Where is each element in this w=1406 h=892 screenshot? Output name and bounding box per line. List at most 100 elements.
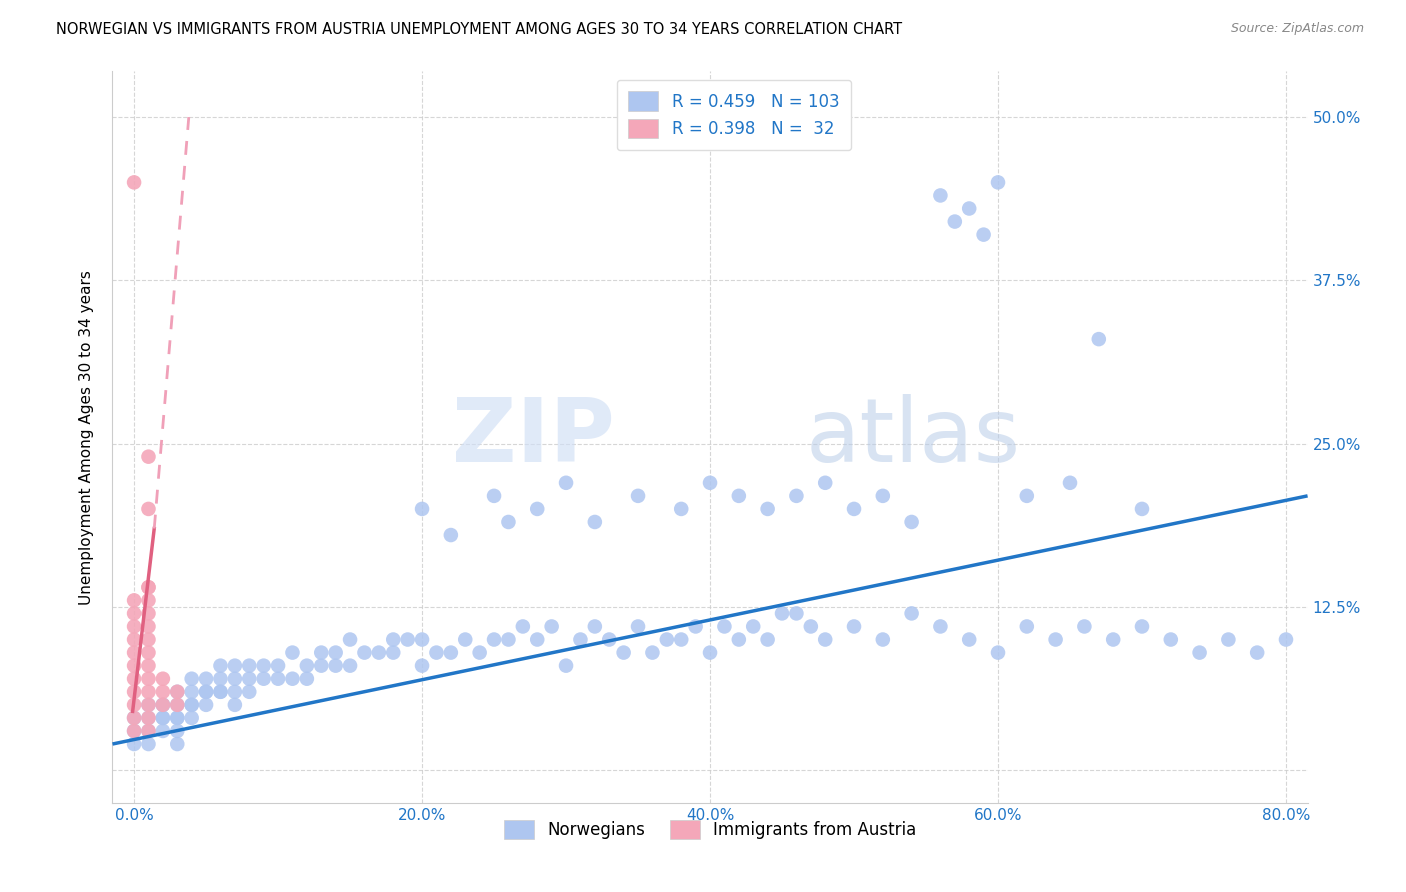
Point [152,711,174,725]
Point [325,646,347,660]
Point [195,685,218,699]
Point [253,658,276,673]
Point [166,698,188,712]
Point [555,475,578,490]
Point [339,632,361,647]
Point [814,632,837,647]
Point [482,632,505,647]
Point [943,214,966,228]
Point [655,632,678,647]
Point [671,632,693,647]
Point [152,711,174,725]
Point [122,593,145,607]
Point [152,723,174,738]
Point [1102,632,1125,647]
Point [929,188,952,202]
Point [152,698,174,712]
Point [138,593,160,607]
Point [166,685,188,699]
Point [209,685,232,699]
Point [526,632,548,647]
Point [641,646,664,660]
Point [138,698,160,712]
Point [122,672,145,686]
Point [1015,619,1038,633]
Point [122,607,145,621]
Text: NORWEGIAN VS IMMIGRANTS FROM AUSTRIA UNEMPLOYMENT AMONG AGES 30 TO 34 YEARS CORR: NORWEGIAN VS IMMIGRANTS FROM AUSTRIA UNE… [56,22,903,37]
Point [900,607,922,621]
Point [872,632,894,647]
Point [699,475,721,490]
Point [756,632,779,647]
Point [138,619,160,633]
Point [138,632,160,647]
Point [224,685,246,699]
Point [122,658,145,673]
Point [1275,632,1298,647]
Point [627,489,650,503]
Point [685,619,707,633]
Point [900,515,922,529]
Point [166,685,188,699]
Point [569,632,592,647]
Point [295,658,318,673]
Point [814,475,837,490]
Point [540,619,562,633]
Point [281,646,304,660]
Point [1088,332,1111,346]
Point [987,175,1010,189]
Point [138,723,160,738]
Point [122,737,145,751]
Point [122,723,145,738]
Point [122,711,145,725]
Point [1246,646,1268,660]
Point [411,658,433,673]
Point [555,658,578,673]
Point [353,646,375,660]
Point [498,515,520,529]
Point [238,658,260,673]
Point [727,632,749,647]
Point [957,202,980,216]
Point [671,502,693,516]
Text: Source: ZipAtlas.com: Source: ZipAtlas.com [1230,22,1364,36]
Point [598,632,620,647]
Point [180,685,202,699]
Point [440,646,463,660]
Point [253,672,276,686]
Point [411,502,433,516]
Point [152,698,174,712]
Point [842,619,865,633]
Point [180,698,202,712]
Point [842,502,865,516]
Point [339,658,361,673]
Point [152,685,174,699]
Point [138,646,160,660]
Point [498,632,520,647]
Point [166,711,188,725]
Point [209,685,232,699]
Point [699,646,721,660]
Point [742,619,765,633]
Point [180,672,202,686]
Point [138,711,160,725]
Point [1188,646,1211,660]
Point [138,698,160,712]
Point [138,737,160,751]
Point [512,619,534,633]
Legend: Norwegians, Immigrants from Austria: Norwegians, Immigrants from Austria [496,814,924,846]
Point [973,227,995,242]
Point [224,672,246,686]
Point [295,672,318,686]
Point [800,619,823,633]
Point [1015,489,1038,503]
Point [195,672,218,686]
Point [482,489,505,503]
Point [180,711,202,725]
Point [138,580,160,594]
Point [583,619,606,633]
Point [122,646,145,660]
Point [138,723,160,738]
Point [238,672,260,686]
Point [583,515,606,529]
